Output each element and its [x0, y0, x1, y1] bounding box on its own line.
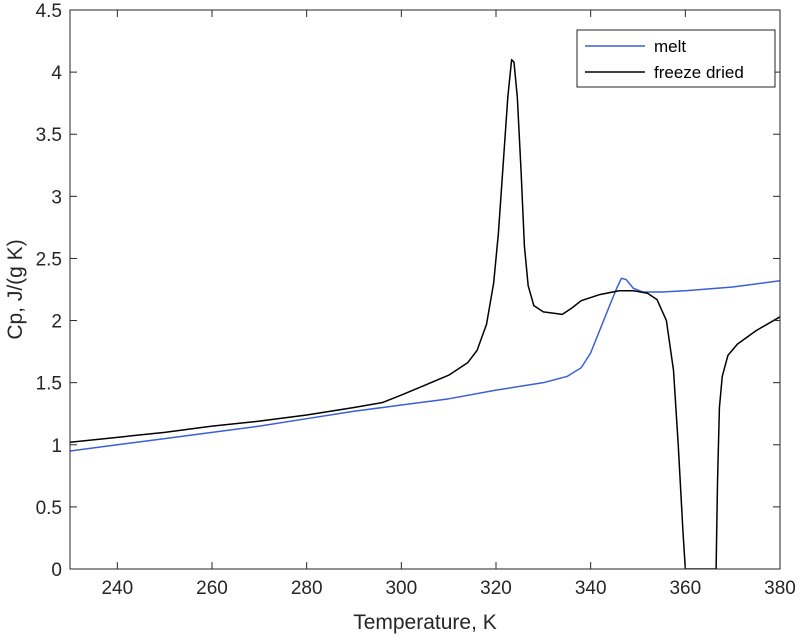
- plot-area: [70, 10, 780, 569]
- x-tick-label: 380: [764, 578, 796, 599]
- y-tick-label: 2.5: [36, 249, 62, 270]
- y-tick-label: 0: [51, 560, 62, 581]
- y-tick-label: 0.5: [36, 498, 62, 519]
- y-tick-label: 1: [51, 436, 62, 457]
- x-tick-label: 340: [575, 578, 607, 599]
- y-axis-title: Cp, J/(g K): [4, 239, 27, 339]
- x-tick-label: 300: [385, 578, 417, 599]
- x-tick-label: 240: [101, 578, 133, 599]
- y-tick-label: 3.5: [36, 125, 62, 146]
- x-tick-label: 280: [291, 578, 323, 599]
- y-tick-label: 4.5: [36, 1, 62, 22]
- y-tick-label: 1.5: [36, 374, 62, 395]
- series-layer: [70, 58, 780, 569]
- legend-label: freeze dried: [654, 63, 744, 82]
- y-axis: 0 0.5 1 1.5 2 2.5 3 3.5 4 4.5: [36, 1, 780, 581]
- series-line-freeze-dried: [70, 58, 780, 569]
- y-tick-label: 2: [51, 312, 62, 333]
- y-tick-label: 3: [51, 187, 62, 208]
- x-axis-title: Temperature, K: [353, 611, 497, 634]
- x-tick-label: 320: [480, 578, 512, 599]
- legend: melt freeze dried: [576, 29, 776, 88]
- plot-frame: [69, 9, 781, 570]
- legend-box: [576, 29, 776, 88]
- legend-label: melt: [654, 37, 686, 56]
- x-tick-label: 260: [196, 578, 228, 599]
- x-axis: 240 260 280 300 320 340 360 380: [101, 10, 796, 599]
- y-tick-label: 4: [51, 63, 62, 84]
- x-tick-label: 360: [669, 578, 701, 599]
